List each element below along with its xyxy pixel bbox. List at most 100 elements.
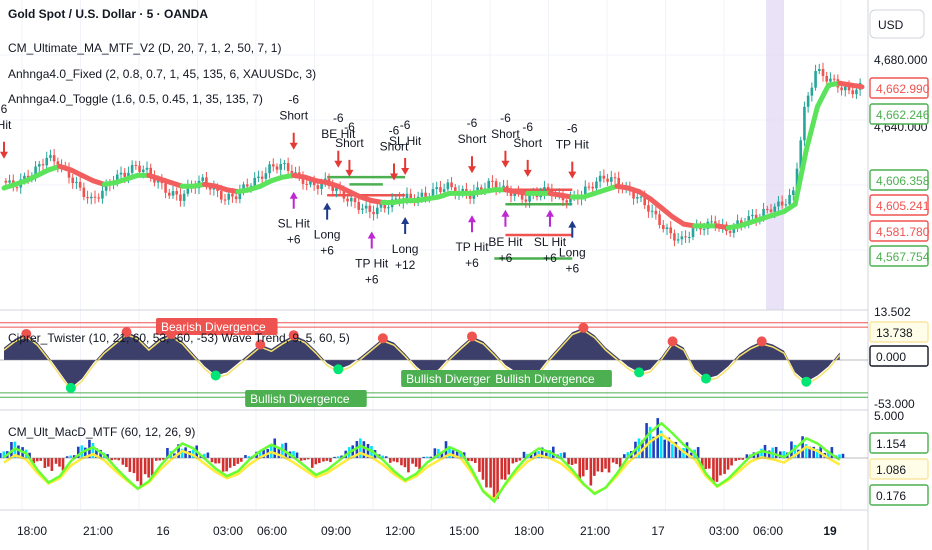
macd-histogram-bar: [121, 458, 125, 465]
price-tag: 4,662.990: [869, 77, 930, 99]
time-tick-label: 06:00: [753, 524, 783, 538]
candle-body: [141, 169, 145, 173]
short-arrow-icon: [345, 159, 354, 177]
time-axis[interactable]: 18:00 21:00 16 03:00 06:00 09:00 12:00 15:00 18:…: [17, 524, 837, 538]
candle-body: [791, 190, 795, 195]
candle-body: [375, 207, 379, 215]
candle-body: [138, 165, 141, 173]
candle-body: [468, 195, 472, 199]
macd-histogram-bar: [113, 458, 117, 460]
candle-body: [320, 183, 323, 189]
candle-body: [101, 190, 104, 199]
price-axis[interactable]: 4,680.0004,640.0004,662.9904,662.2464,60…: [869, 53, 930, 506]
macd-histogram-bar: [782, 451, 786, 458]
candle-body: [832, 78, 836, 80]
price-tag-text: 4,567.754: [876, 250, 930, 264]
divergence-label: Bullish Divergence: [490, 370, 612, 387]
candle-body: [491, 180, 494, 182]
price-tag-box: [869, 432, 929, 454]
macd-histogram-bar: [43, 458, 47, 468]
candle-body: [4, 180, 8, 183]
oscillator-2-tag: 1.086: [869, 458, 929, 480]
candle-body: [86, 197, 89, 199]
price-tag-text: 4,581.780: [876, 225, 930, 239]
macd-histogram-bar: [790, 441, 793, 458]
candle-body: [736, 220, 739, 226]
trade-signal: -6 Short: [380, 123, 409, 181]
candle-body: [309, 180, 312, 185]
macd-histogram-bar: [17, 445, 20, 458]
macd-histogram-bar: [217, 458, 221, 464]
candle-body: [167, 192, 171, 196]
candle-body: [710, 221, 713, 223]
oscillator-2-tag: 1.154: [869, 432, 929, 454]
signal-label-line2: Hit: [0, 118, 12, 132]
indicator-legend-2[interactable]: Anhnga4.0_Fixed (2, 0.8, 0.7, 1, 45, 135…: [8, 67, 316, 81]
macd-histogram-bar: [663, 439, 667, 458]
macd-histogram-bar: [110, 458, 114, 461]
macd-histogram-bar: [381, 455, 384, 458]
macd-histogram-bar: [701, 458, 704, 467]
candle-body: [379, 204, 383, 208]
signal-label-line1: Long: [392, 242, 419, 256]
candle-body: [639, 196, 643, 198]
macd-histogram-bar: [815, 448, 819, 458]
macd-histogram-bar: [578, 458, 582, 481]
price-tag-box: [869, 321, 929, 343]
ma-segment: [814, 82, 832, 110]
macd-histogram-bar: [470, 458, 474, 462]
cross-dot-red: [255, 339, 266, 350]
macd-histogram-bar: [455, 449, 459, 458]
ma-segment: [803, 104, 820, 153]
macd-histogram-bar: [841, 453, 845, 458]
chart-title[interactable]: Gold Spot / U.S. Dollar · 5 · OANDA: [8, 7, 208, 21]
currency-button[interactable]: [869, 9, 925, 39]
macd-histogram-bar: [311, 458, 314, 468]
macd-histogram-bar: [407, 458, 410, 473]
macd-histogram-bar: [306, 458, 310, 460]
cross-dot-green: [210, 370, 221, 381]
candle-body: [205, 177, 208, 187]
candle-body: [242, 184, 245, 191]
candle-body: [301, 174, 305, 184]
candle-body: [583, 186, 587, 195]
price-tag-text: 4,605.241: [876, 199, 930, 213]
macd-histogram-bar: [292, 451, 295, 458]
oscillator-2-tag: 0.176: [869, 484, 929, 506]
macd-histogram-bar: [548, 450, 552, 458]
candle-body: [513, 191, 517, 197]
macd-histogram-bar: [299, 458, 303, 461]
time-tick-label: 21:00: [580, 524, 610, 538]
candle-body: [127, 172, 130, 177]
trade-signal: SL Hit +6: [534, 209, 567, 265]
divergence-text: Bullish Divergence: [495, 372, 595, 386]
cross-dot-red: [288, 330, 299, 341]
macd-histogram-bar: [623, 454, 626, 458]
macd-histogram-bar: [2, 451, 6, 458]
macd-histogram-bar: [233, 458, 236, 466]
trade-signal: BE Hit +6: [488, 209, 523, 265]
signal-label-line2: BE Hit: [321, 127, 356, 141]
candle-body: [271, 164, 275, 167]
macd-histogram-bar: [336, 456, 340, 458]
candle-body: [405, 193, 409, 199]
candle-body: [431, 188, 435, 197]
price-tag-box: [869, 245, 929, 267]
indicator-legend-1[interactable]: CM_Ultimate_MA_MTF_V2 (D, 20, 7, 1, 2, 5…: [8, 41, 281, 55]
candle-body: [665, 227, 669, 230]
macd-histogram-bar: [500, 458, 504, 480]
price-tag: 4,662.246: [869, 103, 930, 125]
signal-label-line2: +6: [543, 251, 557, 265]
candle-body: [762, 208, 765, 217]
candle-body: [238, 190, 242, 200]
oscillator-1-legend: Ciprer_Twister (10, 21, 60, 53, -60, -53…: [8, 331, 350, 345]
currency-label: USD: [878, 18, 904, 32]
trade-signal: Long +12: [392, 217, 419, 272]
macd-histogram-bar: [726, 458, 730, 470]
indicator-legend-3[interactable]: Anhnga4.0_Toggle (1.6, 0.5, 0.45, 1, 35,…: [8, 92, 263, 106]
signal-label-line2: Short: [279, 109, 308, 123]
macd-histogram-bar: [400, 458, 403, 466]
signal-label-line1: -6: [400, 118, 411, 132]
